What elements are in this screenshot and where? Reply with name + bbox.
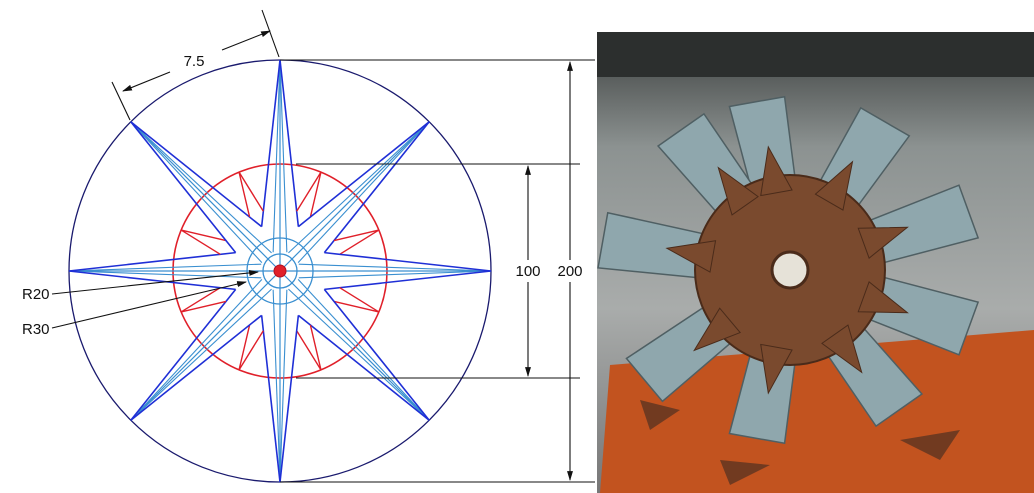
impeller: [597, 95, 980, 445]
blade-edge: [324, 251, 492, 272]
red-tab: [333, 229, 380, 255]
blade-inner-line: [297, 121, 430, 263]
center-line: [130, 270, 281, 421]
center-line: [279, 270, 430, 421]
dimension-label: 100: [515, 263, 540, 280]
blade-inner-line: [130, 279, 263, 421]
label-bg: [552, 260, 588, 282]
photo-top-band: [597, 32, 1034, 77]
blade-edge: [68, 270, 236, 291]
blade-inner-line: [130, 121, 263, 263]
red-tab: [296, 324, 322, 371]
red-tab: [333, 287, 380, 313]
blade-inner-line: [288, 121, 430, 254]
red-tab: [296, 171, 322, 218]
shaft-hole: [770, 250, 810, 290]
red-tab: [238, 324, 264, 371]
spoke: [814, 160, 854, 211]
radius-label: R20: [22, 286, 50, 303]
red-tab: [238, 171, 264, 218]
spoke: [665, 240, 717, 273]
blade-inner-line: [298, 263, 492, 272]
technical-drawing: 200 100 7.5 R20 R30: [22, 9, 595, 483]
blade-edge: [130, 121, 263, 228]
spoke: [717, 166, 759, 216]
center-line: [130, 121, 281, 272]
dimension-line: [221, 30, 271, 51]
blade-edge: [323, 121, 430, 254]
blade-inner-line: [288, 288, 430, 421]
blade-inner-line: [272, 289, 281, 483]
blade-edge: [297, 121, 430, 228]
blade-edge: [323, 288, 430, 421]
center-dot: [273, 264, 287, 278]
blade-inner-line: [279, 289, 288, 483]
blade-edge: [324, 270, 492, 291]
blade-inner-line: [130, 288, 272, 421]
blade-inner-line: [279, 59, 288, 253]
blade-edge: [297, 314, 430, 421]
extension-line: [111, 81, 131, 121]
radius-label: R30: [22, 321, 50, 338]
blade-edge: [68, 251, 236, 272]
plate-rust: [640, 400, 960, 485]
blade-edge: [279, 59, 300, 227]
blade-edge: [260, 59, 281, 227]
blade-edge: [130, 121, 237, 254]
blade-edge: [279, 315, 300, 483]
blade-edge: [260, 315, 281, 483]
label-bg: [510, 260, 546, 282]
blade-inner-line: [130, 121, 272, 254]
spoke: [857, 226, 909, 259]
dimension-line: [122, 71, 171, 92]
leader-line: [51, 269, 259, 295]
spoke: [821, 324, 863, 374]
spoke: [857, 281, 909, 314]
center-line: [279, 121, 430, 272]
blade-inner-line: [68, 263, 262, 272]
photo: [597, 32, 1034, 493]
hub-r20: [262, 253, 298, 289]
hub-r30: [246, 237, 314, 305]
spoke: [760, 343, 793, 395]
blade-inner-line: [297, 279, 430, 421]
red-tab: [180, 229, 227, 255]
spoke: [760, 145, 793, 197]
blade-edge: [130, 288, 237, 421]
blade-inner-line: [68, 270, 262, 279]
red-tab: [180, 287, 227, 313]
blade-inner-line: [298, 270, 492, 279]
dimension-label: 200: [557, 263, 582, 280]
blade-edge: [130, 314, 263, 421]
dimension-label: 7.5: [184, 53, 205, 70]
leader-line: [51, 281, 247, 329]
spoke: [693, 307, 741, 352]
blade-inner-line: [272, 59, 281, 253]
